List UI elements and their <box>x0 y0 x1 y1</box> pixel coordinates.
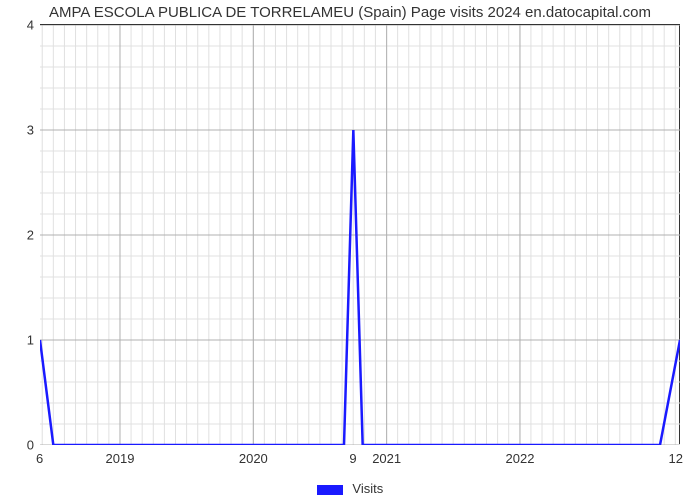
series-visits <box>40 130 680 445</box>
x-tick-label: 2019 <box>106 451 135 466</box>
series-group <box>40 130 680 445</box>
chart-title: AMPA ESCOLA PUBLICA DE TORRELAMEU (Spain… <box>0 4 700 21</box>
y-tick-label: 1 <box>14 333 34 348</box>
y-tick-label: 0 <box>14 438 34 453</box>
y-tick-label: 2 <box>14 228 34 243</box>
plot-area: 0123420192020202120226129 <box>40 24 680 444</box>
axis-corner-right: 12 <box>669 451 683 466</box>
chart-container: AMPA ESCOLA PUBLICA DE TORRELAMEU (Spain… <box>0 0 700 500</box>
legend: Visits <box>0 481 700 496</box>
x-tick-label: 2022 <box>506 451 535 466</box>
y-tick-label: 4 <box>14 18 34 33</box>
legend-label: Visits <box>352 481 383 496</box>
axis-corner-left: 6 <box>36 451 43 466</box>
legend-swatch <box>317 485 343 495</box>
plot-svg <box>40 25 680 445</box>
y-tick-label: 3 <box>14 123 34 138</box>
x-tick-label: 2021 <box>372 451 401 466</box>
x-tick-label: 2020 <box>239 451 268 466</box>
axis-corner-mid: 9 <box>349 451 356 466</box>
